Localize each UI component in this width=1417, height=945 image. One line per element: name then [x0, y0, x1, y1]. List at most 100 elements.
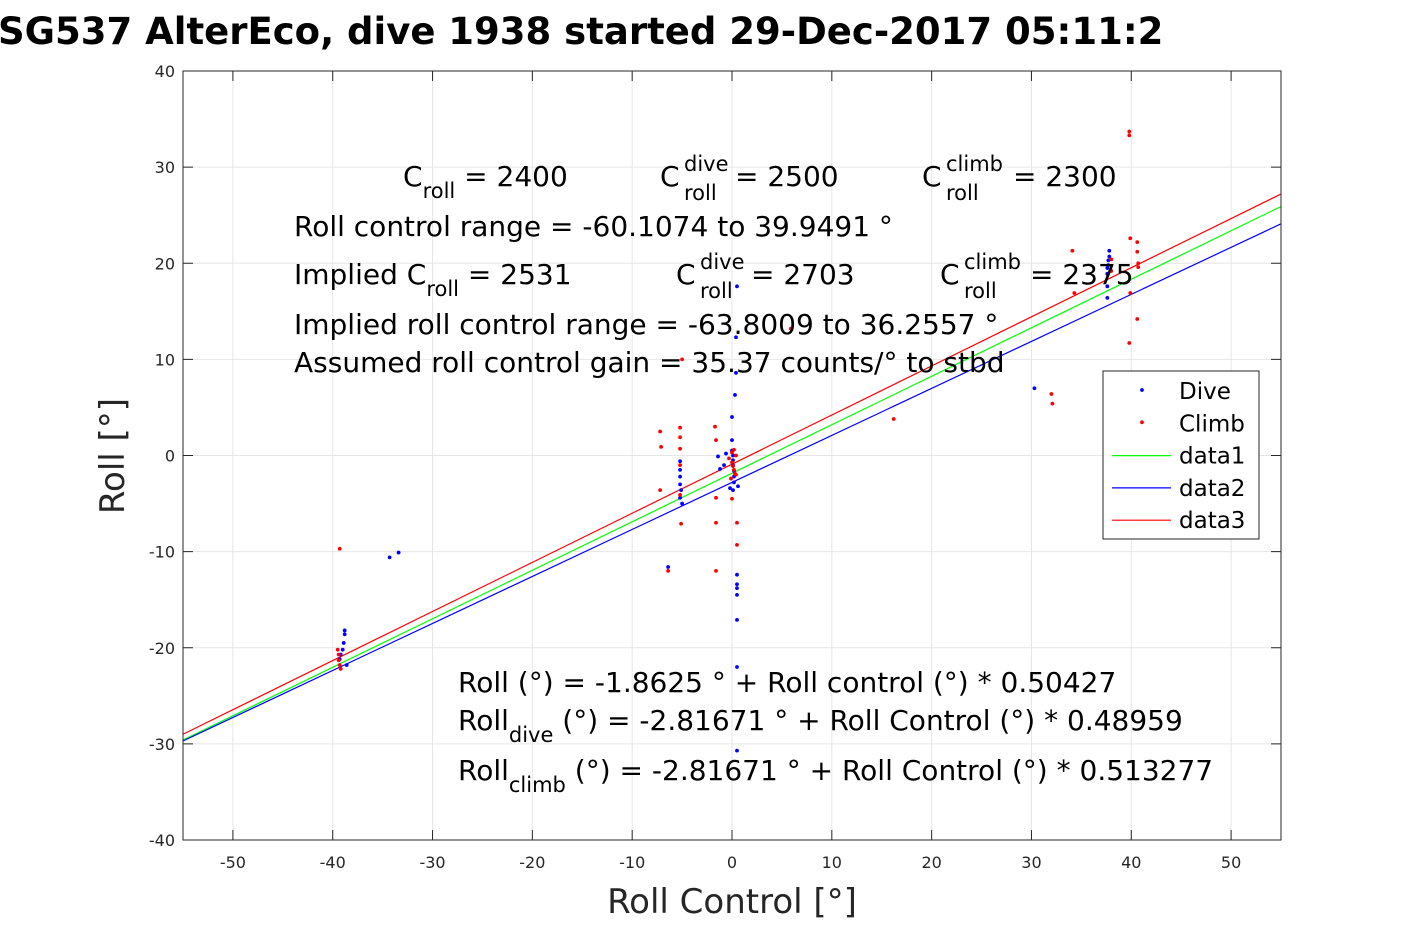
climb-point — [337, 663, 342, 667]
annotation-fit-dive: Rolldive (°) = -2.81671 ° + Roll Control… — [458, 704, 1183, 747]
climb-point — [658, 429, 663, 434]
climb-point — [732, 468, 736, 472]
dive-point — [716, 454, 720, 459]
climb-point — [735, 542, 739, 547]
dive-point — [678, 482, 682, 487]
legend-label-data2: data2 — [1179, 476, 1245, 502]
annotation-implied-c-climb-sup: climb — [964, 250, 1021, 274]
dive-point — [732, 480, 736, 485]
climb-point — [1050, 401, 1055, 406]
x-tick-label: 20 — [921, 853, 941, 872]
climb-point — [734, 453, 738, 458]
data-points — [335, 129, 1141, 753]
y-tick-label: 30 — [155, 158, 175, 177]
dive-point — [679, 488, 683, 493]
climb-point — [1135, 317, 1140, 321]
y-tick-label: 0 — [165, 447, 175, 466]
dive-point — [735, 284, 739, 289]
climb-point — [336, 652, 341, 657]
x-tick-label: -50 — [220, 853, 246, 872]
annotation-c-roll-climb-sub: roll — [946, 181, 979, 205]
climb-point — [1135, 240, 1140, 245]
climb-point — [714, 495, 718, 500]
climb-point — [678, 425, 682, 430]
dive-point — [387, 555, 392, 560]
dive-point — [340, 647, 345, 652]
dive-point — [666, 565, 671, 569]
climb-point — [788, 326, 793, 331]
climb-point — [714, 520, 718, 525]
climb-point — [1049, 392, 1054, 396]
dive-point — [730, 438, 734, 443]
legend-label-data3: data3 — [1179, 508, 1245, 534]
x-axis-label: Roll Control [°] — [607, 882, 857, 922]
dive-point — [734, 335, 738, 340]
x-tick-label: 30 — [1021, 853, 1041, 872]
annotation-c-roll: Croll = 2400 — [403, 160, 568, 203]
x-tick-labels: -50 -40 -30 -20 -10 0 10 20 30 40 50 — [220, 853, 1241, 872]
annotation-c-roll-dive: C — [660, 160, 680, 193]
dive-point — [731, 453, 735, 458]
legend-label-dive: Dive — [1179, 379, 1231, 405]
annotation-implied-c-dive-sub: roll — [700, 279, 733, 303]
climb-point — [730, 496, 734, 501]
dive-point — [1106, 263, 1111, 268]
y-tick-label: 10 — [155, 350, 175, 369]
annotation-implied-c-climb-value: = 2375 — [1030, 258, 1134, 291]
annotation-gain: Assumed roll control gain = 35.37 counts… — [294, 346, 1005, 379]
climb-point — [1072, 291, 1077, 295]
climb-point — [730, 450, 734, 455]
legend-label-climb: Climb — [1179, 411, 1245, 437]
y-tick-label: -40 — [149, 831, 175, 850]
y-tick-label: -20 — [149, 639, 175, 658]
climb-point — [729, 476, 733, 481]
dive-point — [1105, 266, 1110, 270]
annotation-implied-c-dive-sup: dive — [700, 250, 745, 274]
climb-point — [1136, 265, 1141, 269]
dive-point — [678, 459, 682, 464]
dive-point — [342, 628, 347, 633]
annotation-fit-all: Roll (°) = -1.8625 ° + Roll control (°) … — [458, 666, 1116, 699]
climb-point — [730, 460, 734, 465]
dive-point — [730, 415, 734, 419]
climb-point — [1109, 257, 1114, 262]
annotation-c-roll-climb-sup: climb — [946, 152, 1003, 176]
annotation-roll-range: Roll control range = -60.1074 to 39.9491… — [294, 210, 893, 243]
climb-point — [732, 447, 736, 452]
dive-point — [735, 617, 739, 622]
dive-point — [735, 748, 739, 753]
annotation-implied-c-roll: Implied Croll = 2531 — [294, 258, 572, 301]
dive-point — [735, 582, 739, 587]
dive-point — [344, 663, 349, 667]
climb-point — [659, 444, 664, 449]
legend: Dive Climb data1 data2 data3 — [1102, 370, 1260, 540]
climb-point — [335, 647, 340, 652]
dive-point — [1105, 271, 1110, 276]
dive-point — [678, 468, 682, 472]
dive-point — [680, 501, 684, 506]
climb-point — [337, 546, 342, 551]
dive-point — [1105, 295, 1110, 300]
x-tick-label: -40 — [320, 853, 346, 872]
x-tick-label: 50 — [1221, 853, 1241, 872]
climb-point — [731, 464, 735, 468]
climb-point — [680, 357, 684, 362]
x-tick-label: 10 — [822, 853, 842, 872]
y-tick-label: -30 — [149, 735, 175, 754]
x-tick-label: -20 — [519, 853, 545, 872]
climb-point — [1127, 341, 1132, 345]
legend-marker-climb — [1140, 420, 1144, 425]
annotation-c-roll-climb-value: = 2300 — [1013, 160, 1117, 193]
climb-point — [735, 520, 739, 525]
grid-lines — [183, 70, 1281, 841]
annotation-implied-c-climb-sub: roll — [964, 279, 997, 303]
x-tick-label: -10 — [619, 853, 645, 872]
dive-point — [728, 486, 732, 491]
x-tick-label: 0 — [727, 853, 737, 872]
climb-point — [338, 666, 343, 671]
y-tick-label: 40 — [155, 62, 175, 81]
x-tick-label: -30 — [419, 853, 445, 872]
chart-title: SG537 AlterEco, dive 1938 started 29-Dec… — [0, 10, 1163, 53]
climb-point — [658, 488, 663, 493]
